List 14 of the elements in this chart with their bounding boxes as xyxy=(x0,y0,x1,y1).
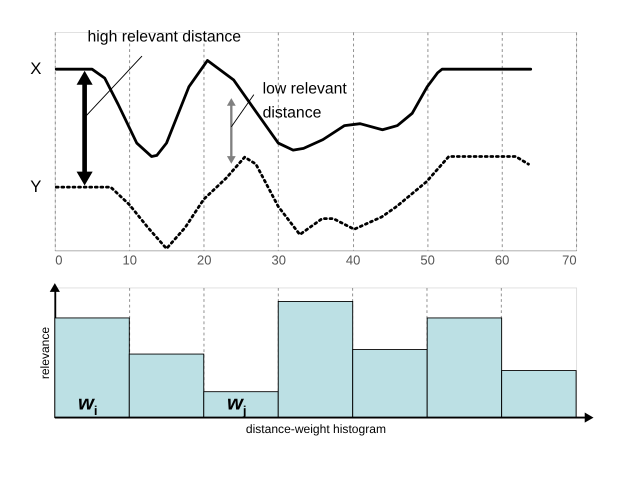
x-tick-label: 40 xyxy=(346,252,360,268)
x-tick-label: 10 xyxy=(122,252,137,268)
x-tick-label: 30 xyxy=(271,252,286,268)
y-axis-title: relevance xyxy=(38,326,52,380)
legend-label: X xyxy=(30,58,42,78)
x-tick-label: 60 xyxy=(494,252,510,268)
legend-label: Y xyxy=(30,176,42,196)
x-tick-label: 20 xyxy=(196,252,212,268)
x-tick-label: 0 xyxy=(55,252,63,268)
annotation: low relevant distance xyxy=(262,80,348,122)
text: high relevant distance xyxy=(88,28,242,46)
x-tick-label: 50 xyxy=(420,252,435,268)
x-tick-label: 70 xyxy=(562,252,577,268)
x-axis-title: distance-weight histogram xyxy=(246,422,386,436)
